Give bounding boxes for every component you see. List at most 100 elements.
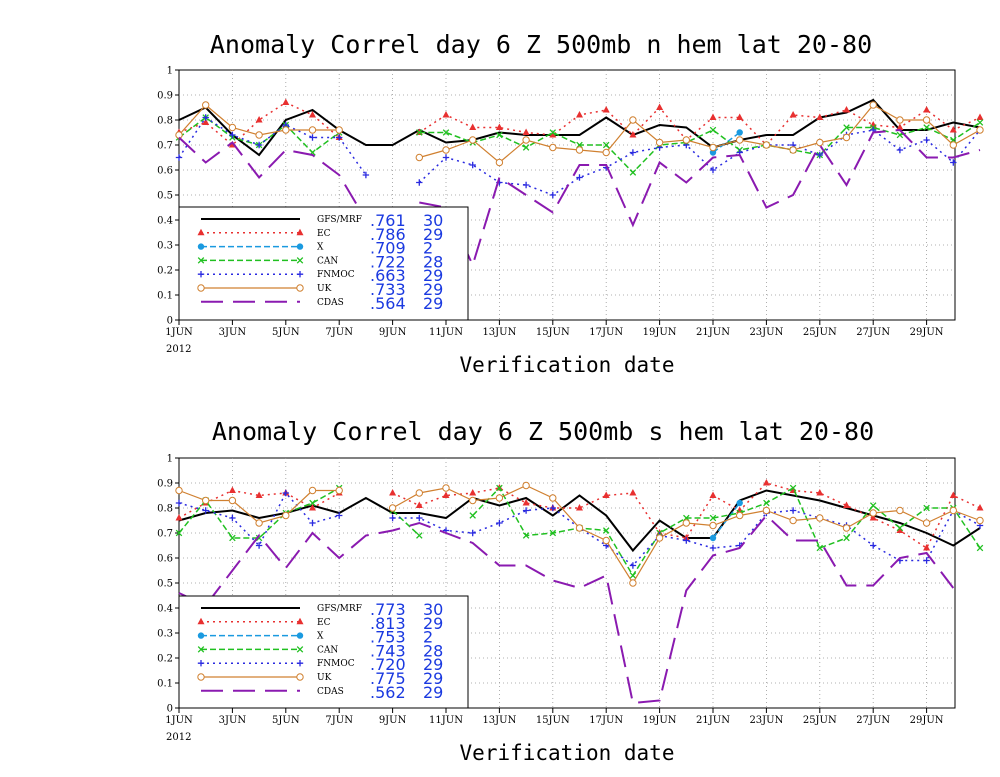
chart-panel-shem: Anomaly Correl day 6 Z 500mb s hem lat 2… xyxy=(157,417,984,765)
data-point xyxy=(469,123,477,130)
legend-entry: CAN .743 28 xyxy=(197,641,443,660)
x-tick-label: 9JUN xyxy=(379,327,407,338)
data-point xyxy=(923,124,930,131)
series-line xyxy=(392,482,981,550)
y-axis-ticks: 0 0.1 0.2 0.3 0.4 0.5 0.6 0.7 0.8 0.9 1 xyxy=(157,454,179,715)
data-point xyxy=(976,119,984,126)
x-tick-label: 21JUN xyxy=(696,327,730,338)
x-tick-label: 15JUN xyxy=(536,715,570,726)
data-point xyxy=(415,489,423,497)
y-tick-label: 1 xyxy=(167,454,173,465)
series-line xyxy=(472,486,981,577)
data-point xyxy=(522,499,530,506)
series-line xyxy=(419,121,981,174)
data-point xyxy=(922,519,931,527)
x-tick-label: 19JUN xyxy=(643,327,677,338)
data-point xyxy=(549,131,557,138)
legend-marker xyxy=(296,617,304,625)
series-cdas xyxy=(178,128,981,268)
data-point xyxy=(202,101,210,109)
chart-panel-nhem: Anomaly Correl day 6 Z 500mb n hem lat 2… xyxy=(157,30,984,377)
legend-series-name: X xyxy=(317,243,324,253)
data-point xyxy=(869,502,877,509)
data-point xyxy=(388,504,397,512)
legend-count-value: 29 xyxy=(423,683,443,702)
data-point xyxy=(549,494,557,502)
y-tick-label: 0.5 xyxy=(157,191,173,202)
x-tick-label: 29JUN xyxy=(910,327,944,338)
data-point xyxy=(602,106,610,113)
x-tick-label: 23JUN xyxy=(749,327,783,338)
legend-mean-value: .813 xyxy=(370,614,406,633)
data-point xyxy=(682,136,690,144)
data-point xyxy=(949,506,957,515)
legend-series-name: X xyxy=(317,632,324,642)
x-tick-label: 15JUN xyxy=(536,327,570,338)
legend-entry: UK .733 29 xyxy=(197,280,443,299)
data-point xyxy=(442,491,450,498)
data-point xyxy=(709,143,717,152)
legend-series-name: CDAS xyxy=(317,298,344,308)
data-point xyxy=(495,158,504,167)
legend-box xyxy=(178,595,469,709)
data-point xyxy=(949,491,957,498)
data-point xyxy=(655,138,664,147)
legend-marker xyxy=(197,228,205,236)
data-point xyxy=(175,529,183,537)
data-point xyxy=(896,524,904,532)
legend-count-value: 29 xyxy=(423,614,443,633)
data-point xyxy=(255,542,263,549)
data-point xyxy=(496,131,503,139)
legend-marker xyxy=(197,271,205,278)
data-point xyxy=(175,131,183,139)
legend-mean-value: .709 xyxy=(370,239,406,258)
y-tick-label: 0.3 xyxy=(157,241,173,252)
legend-mean-value: .753 xyxy=(370,628,406,647)
data-point xyxy=(842,524,851,532)
data-point xyxy=(469,529,476,537)
data-point xyxy=(175,514,183,521)
data-point xyxy=(789,516,797,525)
x-tick-label: 3JUN xyxy=(219,715,247,726)
data-point xyxy=(789,146,797,154)
data-point xyxy=(309,519,316,527)
legend-marker xyxy=(197,673,205,681)
legend-mean-value: .733 xyxy=(370,280,406,299)
legend-marker xyxy=(197,243,205,250)
data-point xyxy=(629,562,637,569)
data-point xyxy=(282,511,290,520)
data-point xyxy=(656,103,664,110)
data-point xyxy=(816,113,824,120)
x-tick-label: 17JUN xyxy=(589,715,623,726)
data-point xyxy=(549,191,556,199)
legend-count-value: 30 xyxy=(423,600,443,619)
data-point xyxy=(843,501,850,508)
y-tick-label: 0.8 xyxy=(157,116,173,127)
x-axis-label: Verification date xyxy=(460,741,675,765)
data-point xyxy=(255,491,263,498)
y-tick-label: 0.7 xyxy=(157,141,173,152)
data-point xyxy=(976,544,984,552)
data-point xyxy=(549,143,557,152)
legend-count-value: 28 xyxy=(423,641,443,660)
data-point xyxy=(576,504,583,511)
data-point xyxy=(389,489,397,496)
x-tick-label: 5JUN xyxy=(272,327,300,338)
data-point xyxy=(896,526,904,533)
data-point xyxy=(923,106,931,113)
legend-entry: CAN .722 28 xyxy=(197,252,443,271)
data-point xyxy=(629,579,637,587)
x-tick-label: 7JUN xyxy=(325,715,353,726)
legend-marker xyxy=(296,271,304,278)
legend-count-value: 29 xyxy=(423,225,443,244)
data-point xyxy=(763,499,770,507)
y-tick-label: 1 xyxy=(167,66,173,77)
legend-entry: FNMOC .663 29 xyxy=(197,266,443,285)
data-point xyxy=(762,506,771,515)
legend-marker xyxy=(296,632,304,639)
legend-marker xyxy=(296,673,304,681)
data-point xyxy=(789,111,797,118)
data-point xyxy=(629,116,637,124)
data-point xyxy=(976,516,984,525)
x-tick-label: 19JUN xyxy=(643,715,677,726)
